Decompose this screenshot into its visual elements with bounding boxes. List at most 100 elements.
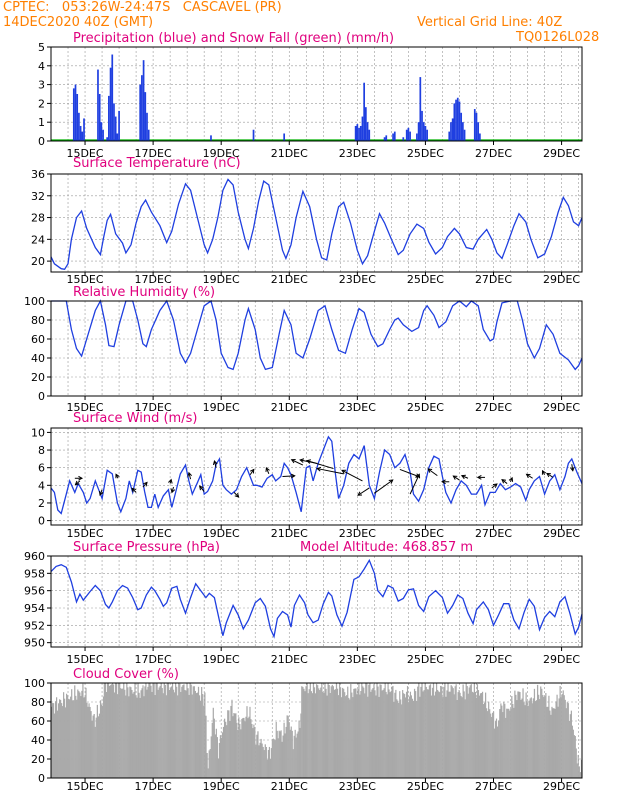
cloud-cover-bar [187,688,189,778]
cloud-cover-bar [506,708,508,778]
cloud-cover-bar [578,766,580,778]
cloud-cover-bar [454,686,456,778]
cloud-cover-bar [267,749,270,778]
wind-arrow-head [131,487,136,493]
cloud-cover-bar [531,703,533,778]
x-tick-label: 27DEC [475,147,512,160]
cloud-cover-bar [72,700,74,778]
cloud-cover-bar [411,698,414,778]
model-altitude-label: Model Altitude: 468.857 m [300,540,473,555]
y-tick-label: 3 [38,79,45,92]
cloud-cover-bar [465,683,467,778]
cloud-cover-bar [514,690,516,778]
cloud-cover-bar [226,725,228,778]
cloud-cover-bar [532,698,535,778]
cloud-cover-bar [435,683,438,778]
cloud-cover-bar [74,685,76,778]
cloud-cover-bar [278,730,280,778]
cloud-cover-bar [448,691,450,778]
x-tick-label: 15DEC [66,653,103,666]
cloud-cover-bar [93,714,95,778]
cloud-cover-bar [82,683,84,778]
cloud-cover-bar [141,688,143,778]
cloud-cover-bar [358,683,360,778]
cloud-cover-bar [88,703,90,778]
cloud-cover-bar [443,686,445,778]
cloud-cover-bar [259,742,261,778]
cloud-cover-bar [260,738,262,778]
wind-arrow-head [249,468,255,474]
cloud-cover-bar [198,695,201,778]
cloud-cover-bar [474,691,476,778]
cloud-cover-bar [182,685,184,778]
cloud-cover-bar [153,683,155,778]
cloud-cover-bar [279,731,281,778]
panel-title: Relative Humidity (%) [73,285,215,300]
cloud-cover-bar [63,692,65,778]
cloud-cover-bar [85,687,87,778]
cloud-cover-bar [184,689,186,778]
cloud-cover-bar [143,696,145,778]
temp-line [50,178,583,271]
cloud-cover-bar [270,748,272,778]
cloud-cover-bar [265,747,267,778]
cloud-cover-bar [522,688,524,778]
cloud-cover-bar [247,718,249,778]
cloud-cover-bar [488,701,490,778]
cloud-cover-bar [92,715,94,778]
cloud-cover-bar [296,733,298,778]
cloud-cover-bar [257,731,259,778]
precip-bar [359,125,362,141]
x-tick-label: 25DEC [407,273,444,286]
cloud-cover-bar [244,721,246,778]
cloud-cover-bar [344,692,346,778]
x-tick-label: 23DEC [339,527,376,540]
cloud-cover-bar [131,689,133,778]
precip-bar [113,103,115,141]
cloud-cover-bar [351,692,353,778]
cloud-cover-bar [102,696,104,778]
wind-line [50,435,583,515]
cloud-cover-bar [276,730,278,778]
wind-arrow [233,492,239,498]
cloud-cover-bar [65,707,67,778]
y-tick-label: 24 [31,233,45,246]
precip-bar [475,112,478,141]
cloud-cover-bar [533,688,536,778]
cloud-cover-bar [490,713,492,778]
cloud-cover-bar [539,699,541,778]
cloud-cover-bar [256,734,258,778]
cloud-cover-bar [190,684,192,778]
cloud-cover-bar [156,683,158,778]
cloud-cover-bar [231,699,233,778]
cloud-cover-bar [150,685,152,778]
cloud-cover-bar [297,731,299,778]
cloud-cover-bar [308,689,310,778]
cloud-cover-bar [284,733,286,778]
cloud-cover-bar [135,695,137,778]
cloud-cover-bar [389,692,391,778]
cloud-cover-bar [125,695,127,778]
cloud-cover-bar [78,691,80,778]
wind-arrow-head [187,471,193,477]
precip-bar [72,88,75,141]
cloud-cover-bar [575,748,577,778]
precip-bar [354,125,357,141]
cloud-cover-bar [432,683,435,778]
cloud-cover-bar [87,706,89,778]
wind-arrow [282,475,295,477]
cloud-cover-bar [467,693,469,778]
cloud-cover-bar [124,689,126,778]
cloud-cover-bar [225,721,227,778]
cloud-cover-bar [417,686,419,778]
wind-arrow-head [290,459,296,464]
cloud-cover-bar [362,686,364,778]
precip-bar [142,60,145,141]
cloud-cover-bar [127,687,129,778]
cloud-cover-bar [196,692,199,778]
cloud-cover-bar [392,685,394,778]
cloud-cover-bar [394,692,396,778]
precip-bar [407,127,410,141]
x-tick-label: 19DEC [203,780,240,793]
